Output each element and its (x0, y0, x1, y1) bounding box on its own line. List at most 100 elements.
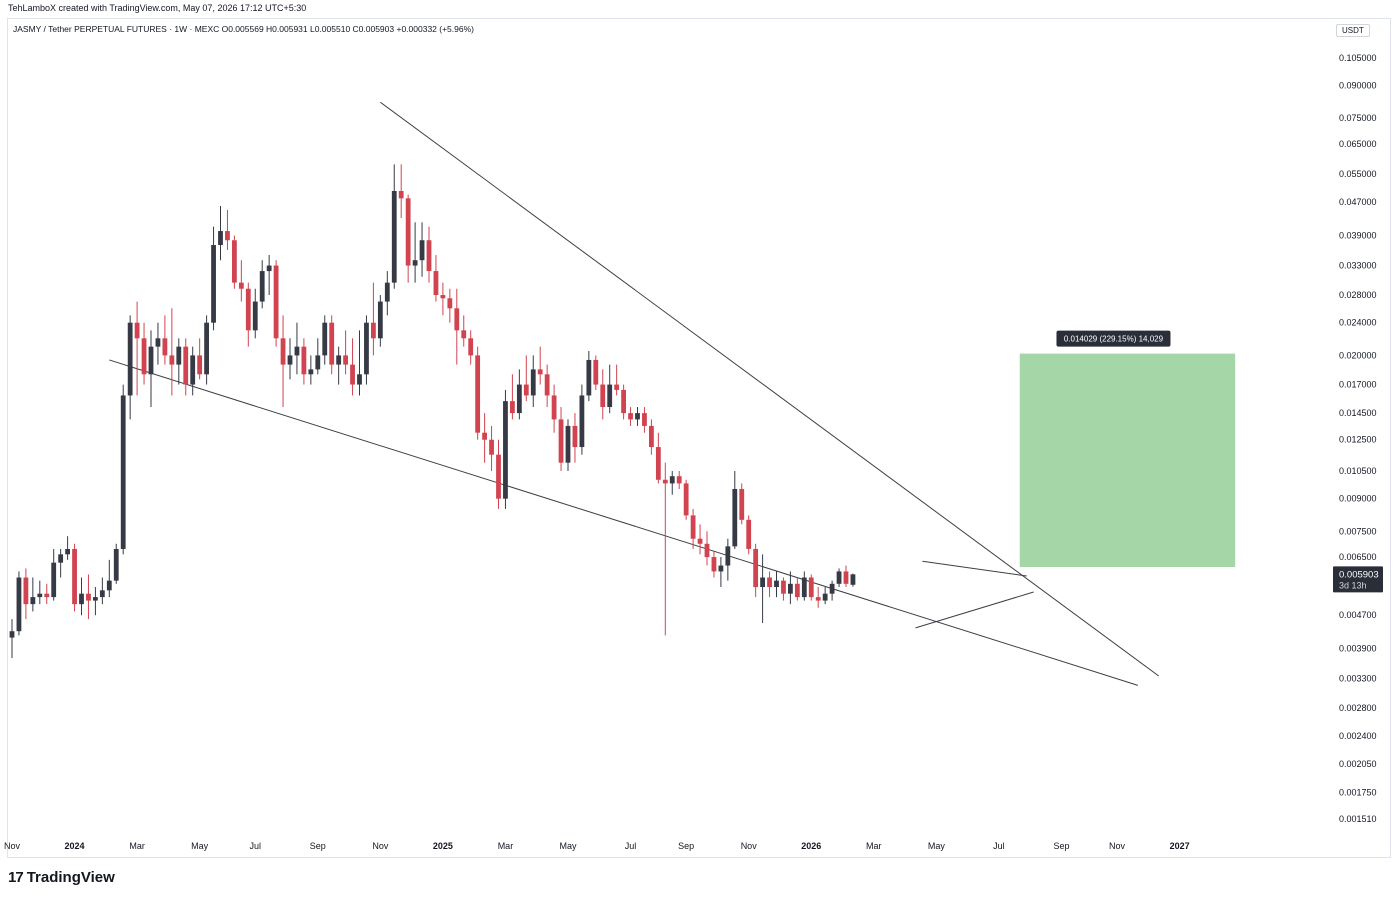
candle-body (669, 476, 675, 484)
price-tick-label: 0.003300 (1339, 674, 1377, 684)
candle (621, 384, 626, 420)
time-axis[interactable]: Nov 2024 Mar May Jul Sep Nov 2025 Mar May Jul Sep No… (4, 841, 1190, 851)
candle-body (801, 577, 807, 598)
time-tick-label: 2026 (801, 841, 821, 851)
time-tick-label: May (559, 841, 577, 851)
candle (760, 554, 765, 624)
price-tick-label: 0.002800 (1339, 703, 1377, 713)
price-tick-label: 0.065000 (1339, 139, 1377, 149)
candle-body (106, 580, 112, 591)
candle-body (523, 384, 529, 396)
candle (398, 164, 404, 219)
candle-body (357, 374, 362, 385)
candle-body (579, 395, 585, 448)
target-zone-layer (1019, 353, 1236, 567)
candle-body (836, 571, 842, 584)
candle (516, 369, 522, 420)
price-tick-label: 0.001510 (1339, 814, 1377, 824)
candle (593, 355, 599, 390)
time-tick-label: Nov (1109, 841, 1126, 851)
time-tick-label: Sep (310, 841, 326, 851)
candle-body (843, 571, 849, 584)
candle-body (774, 580, 779, 588)
candle-body (412, 260, 418, 266)
candle-body (697, 538, 703, 544)
candle (51, 548, 57, 601)
candle (808, 574, 814, 601)
candle-body (489, 439, 494, 455)
candle-body (308, 369, 314, 375)
price-tick-label: 0.090000 (1339, 81, 1377, 91)
candle (753, 543, 759, 598)
price-tick-label: 0.009000 (1339, 494, 1377, 504)
candle-body (350, 364, 355, 385)
time-tick-label: Mar (498, 841, 514, 851)
price-tick-label: 0.014500 (1339, 408, 1377, 418)
symbol-ohlc-legend[interactable]: JASMY / Tether PERPETUAL FUTURES · 1W · … (13, 24, 474, 34)
candle (162, 315, 168, 365)
candle-body (440, 295, 446, 299)
candle-body (704, 543, 710, 558)
current-price-tag (1333, 566, 1383, 593)
candle-body (273, 265, 279, 339)
candle (134, 301, 140, 396)
candle (371, 282, 376, 356)
current-price-value: 0.005903 (1339, 569, 1379, 580)
candle (120, 384, 126, 555)
candle (635, 407, 640, 426)
candle-body (690, 515, 696, 539)
price-axis[interactable]: 0.105000 0.090000 0.075000 0.065000 0.055000… (1339, 53, 1377, 824)
time-tick-label: 2024 (65, 841, 85, 851)
candle (565, 419, 571, 472)
time-tick-label: 2027 (1170, 841, 1190, 851)
candle-body (287, 355, 293, 365)
price-tick-label: 0.039000 (1339, 231, 1377, 241)
candle-body (530, 369, 536, 396)
candle (440, 282, 446, 316)
candle-body (767, 577, 772, 588)
candle (628, 407, 633, 426)
candle (496, 439, 501, 509)
candle (676, 471, 682, 489)
candle-body (391, 190, 397, 283)
candle (322, 315, 328, 365)
candle-body (454, 308, 460, 331)
candle-body (544, 374, 550, 396)
candle-body (808, 577, 814, 598)
candle (690, 508, 696, 549)
candle (37, 580, 43, 605)
price-tick-label: 0.017000 (1339, 380, 1377, 390)
candle-body (134, 322, 140, 339)
candle (245, 282, 251, 347)
candle-body (169, 355, 175, 365)
candle-body (65, 548, 70, 555)
candle-body (162, 338, 168, 356)
candle (79, 577, 84, 616)
candle (169, 308, 175, 396)
currency-selector[interactable]: USDT (1336, 24, 1370, 37)
candle-body (503, 401, 508, 499)
time-tick-label: Mar (866, 841, 882, 851)
candle (468, 330, 474, 365)
candle (426, 226, 432, 283)
candle-body (760, 577, 765, 588)
candle (266, 254, 272, 296)
candle (836, 568, 842, 588)
target-zone-box (1019, 353, 1236, 567)
candle-body (294, 346, 300, 356)
candle (774, 571, 779, 598)
candle (350, 338, 355, 396)
candle-body (621, 389, 626, 414)
candle (489, 425, 494, 472)
candle-body (649, 425, 654, 448)
candle (86, 574, 91, 620)
candle-body (197, 355, 203, 375)
candle-body (635, 413, 640, 420)
candle (482, 413, 487, 463)
candle (815, 587, 821, 608)
candle (850, 573, 856, 587)
candle-body (232, 240, 237, 283)
candle-body (788, 583, 793, 594)
candle (746, 515, 752, 555)
